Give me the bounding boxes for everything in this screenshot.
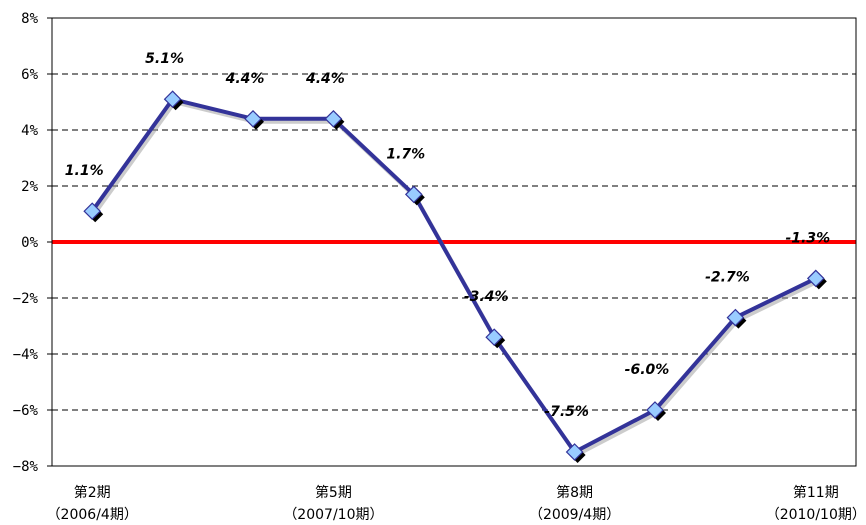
y-tick-label: 4% [21,123,38,139]
grid-lines [52,73,856,411]
axes [47,17,857,467]
data-point-marker [324,109,343,128]
data-point-marker [806,269,825,288]
data-label: 1.1% [65,163,104,179]
x-tick-sublabel: （2009/4期） [529,507,620,523]
y-tick-label: −6% [13,403,39,419]
series-line [90,97,817,454]
data-label: -1.3% [785,230,830,246]
x-tick-sublabel: （2010/10期） [766,507,866,523]
x-tick-label: 第8期 [556,484,593,501]
data-point-marker [83,202,102,221]
y-tick-labels: −8% −6% −4% −2% 0% 2% 4% 6% 8% [13,11,39,475]
x-tick-sublabel: （2006/4期） [47,507,138,523]
y-tick-label: 2% [21,179,38,195]
data-point-marker [646,401,664,419]
data-label: -3.4% [464,289,509,305]
data-label: -2.7% [705,270,750,286]
y-tick-label: −8% [13,459,39,475]
y-tick-label: 8% [21,11,38,27]
data-label: -7.5% [544,404,589,420]
data-label: -6.0% [625,362,670,378]
data-point-marker [485,328,504,347]
x-tick-sublabel: （2007/10期） [283,507,383,523]
data-point-marker [565,443,584,461]
data-label: 4.4% [305,71,345,87]
series-markers [83,90,827,463]
x-tick-label: 第5期 [315,484,352,501]
data-label: 4.4% [225,71,265,87]
data-point-marker [244,109,262,128]
data-label: 1.7% [386,146,425,162]
x-tick-label: 第11期 [793,484,839,501]
x-tick-labels: 第2期 （2006/4期） 第5期 （2007/10期） 第8期 （2009/4期） 第11… [47,484,866,523]
data-point-marker [726,308,745,327]
y-tick-label: 6% [21,67,38,83]
data-point-marker [163,90,182,109]
y-tick-label: −4% [13,347,39,363]
y-tick-label: 0% [21,235,38,251]
series-line [90,97,819,457]
data-label: 5.1% [145,51,184,67]
y-tick-label: −2% [13,291,39,307]
data-point-marker [404,185,423,204]
data-labels: 1.1% 5.1% 4.4% 4.4% 1.7% -3.4% -7.5% -6.0% -2.7%… [65,51,830,420]
x-tick-label: 第2期 [74,484,111,501]
